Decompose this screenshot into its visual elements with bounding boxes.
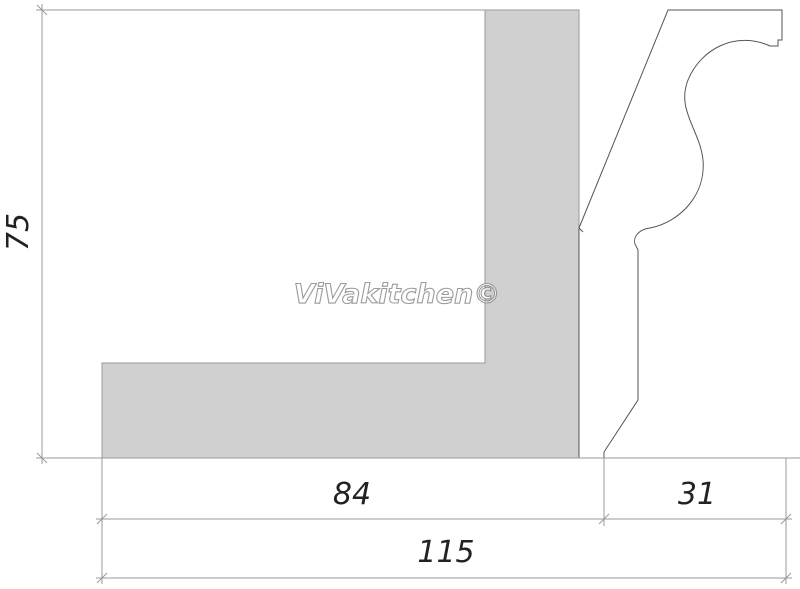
left-width-label: 84	[333, 477, 371, 512]
tick-115-left	[96, 572, 108, 584]
cornice-molding-outline	[578, 9, 783, 459]
total-width-label: 115	[417, 535, 474, 570]
molding-join-line	[578, 227, 584, 233]
tick-115-right	[780, 572, 792, 584]
l-profile-shape	[101, 9, 580, 459]
height-tick-top	[36, 4, 48, 16]
height-dimension-label: 75	[1, 213, 36, 251]
watermark-text: ViVakitchen©	[294, 279, 501, 310]
tick-84-left	[96, 513, 108, 525]
tick-84-right	[598, 513, 610, 525]
height-tick-bottom	[36, 452, 48, 464]
right-width-label: 31	[678, 477, 716, 512]
tick-31-right	[780, 513, 792, 525]
